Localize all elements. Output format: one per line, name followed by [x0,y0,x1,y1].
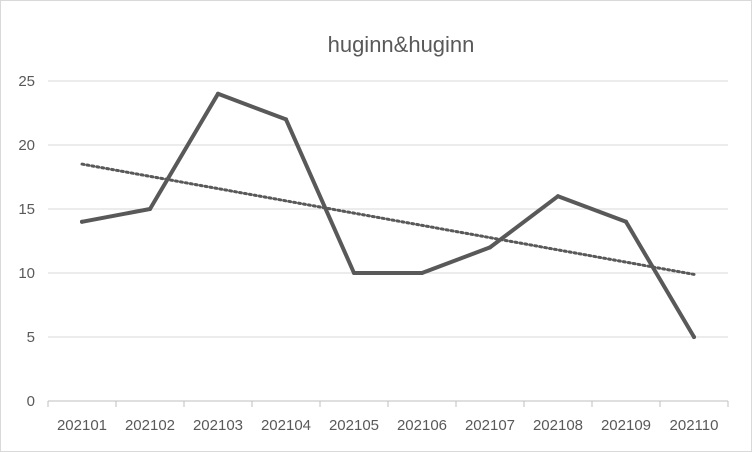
trendline [82,164,694,274]
x-tick-label: 202102 [125,417,175,434]
x-tick-label: 202109 [601,417,651,434]
gridlines [48,81,728,401]
data-point [692,335,696,339]
y-tick-label: 0 [27,393,35,410]
x-axis: 202101 202102 202103 202104 202105 202106 2021… [48,401,728,434]
data-point [624,220,628,224]
x-tick-label: 202103 [193,417,243,434]
x-tick-label: 202106 [397,417,447,434]
series-layer [80,92,696,339]
x-tick-label: 202101 [57,417,107,434]
data-point [556,194,560,198]
data-point [80,220,84,224]
y-axis: 0 5 10 15 20 25 [18,73,35,410]
data-point [148,207,152,211]
x-tick-label: 202105 [329,417,379,434]
series-line [82,94,694,337]
data-point [216,92,220,96]
y-tick-label: 5 [27,329,35,346]
x-tick-label: 202110 [670,417,719,434]
chart-title: huginn&huginn [328,32,475,57]
y-tick-label: 25 [18,73,35,90]
data-point [284,117,288,121]
y-tick-label: 15 [18,201,35,218]
x-tick-label: 202108 [533,417,583,434]
data-point [488,245,492,249]
y-tick-label: 20 [18,137,35,154]
data-point [352,271,356,275]
y-tick-label: 10 [18,265,35,282]
data-point [420,271,424,275]
trendline-layer [82,164,694,274]
x-tick-label: 202107 [465,417,515,434]
x-tick-label: 202104 [261,417,311,434]
